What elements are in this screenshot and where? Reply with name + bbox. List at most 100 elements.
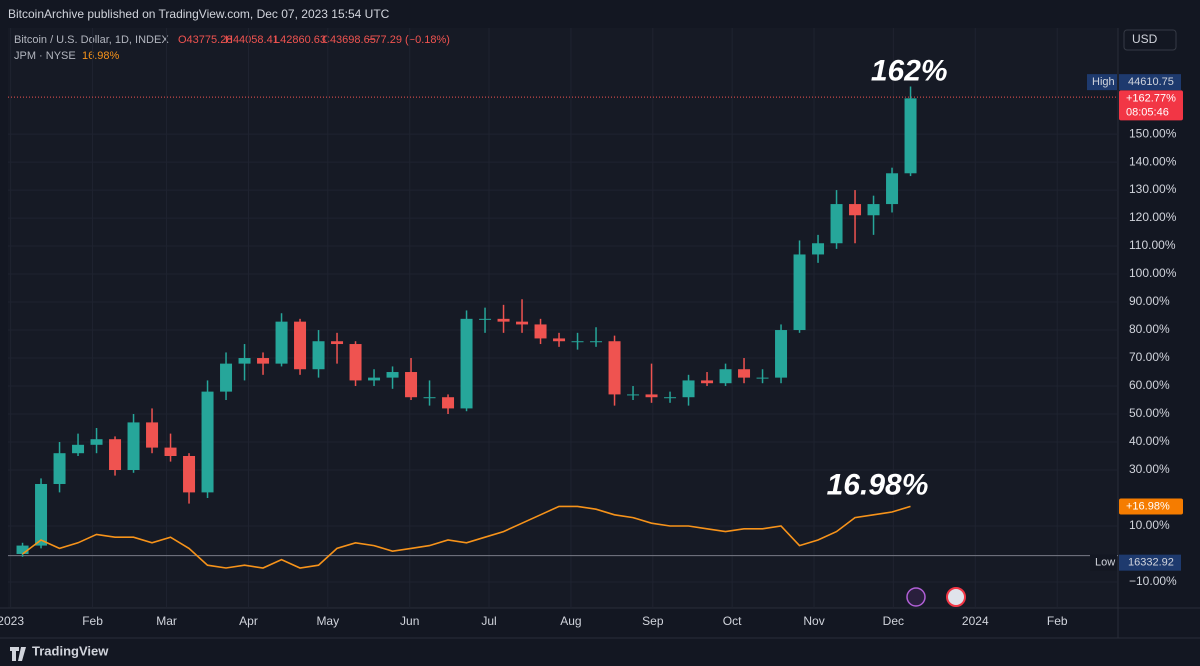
y-tick-label: 60.00% [1129,378,1170,392]
legend-name: Bitcoin / U.S. Dollar, 1D, INDEX [14,34,169,46]
candle-body [553,338,566,342]
candle-body [867,204,880,216]
candle-body [645,394,658,398]
x-tick-label: Aug [560,614,581,628]
legend-name: JPM · NYSE [14,50,76,62]
high-label: High [1092,76,1115,88]
ohlc-label: H44058.41 [225,34,279,46]
y-tick-label: 10.00% [1129,518,1170,532]
last-price-box [1119,498,1183,515]
candle-body [534,324,547,339]
candle-body [775,330,788,378]
candle-body [238,358,251,364]
high-label-box [1087,74,1117,91]
x-tick-label: Sep [642,614,664,628]
x-tick-label: Dec [883,614,904,628]
candle-body [35,483,48,546]
candle-body [386,372,399,378]
countdown: 08:05:46 [1126,106,1169,118]
y-tick-label: 140.00% [1129,154,1177,168]
candle-body [608,341,621,395]
low-label: Low [1095,557,1115,569]
y-tick-label: 130.00% [1129,182,1177,196]
legend: Bitcoin / U.S. Dollar, 1D, INDEX O43775.2… [14,34,450,62]
candle-body [886,173,899,205]
y-tick-label: 100.00% [1129,266,1177,280]
y-tick-label: −10.00% [1129,574,1177,588]
x-tick-label: Feb [1047,614,1068,628]
candle-body [516,321,529,325]
candle-body [793,254,806,331]
candle-body [497,318,510,322]
candle-body [701,380,714,384]
candle-body [738,369,751,378]
candle-body [423,397,436,399]
candle-body [312,341,325,370]
candle-body [109,439,122,470]
candle-body [460,318,473,409]
candle-body [220,363,233,392]
legend-value: 16.98% [82,50,120,62]
candle-body [146,422,159,448]
candle-body [257,358,270,364]
annotation: 162% [871,54,948,87]
candle-body [90,439,103,445]
candle-body [442,397,455,409]
low-price: 16332.92 [1128,557,1174,569]
candle-body [201,391,214,493]
y-tick-label: 120.00% [1129,210,1177,224]
x-tick-label: Nov [803,614,824,628]
plot-area [8,28,1118,608]
currency-box [1123,29,1177,51]
last-price-label: +162.77% [1126,92,1176,104]
header: BitcoinArchive published on TradingView.… [8,7,390,21]
x-tick-label: 2024 [962,614,989,628]
low-label-box [1090,554,1117,571]
currency: USD [1132,32,1158,46]
candle-body [127,422,140,470]
y-tick-label: 80.00% [1129,322,1170,336]
x-tick-label: Apr [239,614,258,628]
ohlc-label: C43698.65 [322,34,376,46]
x-tick-label: Jul [481,614,496,628]
candle-body [349,344,362,381]
y-tick-label: 50.00% [1129,406,1170,420]
y-tick-label: 110.00% [1129,238,1176,252]
candle-body [164,447,177,457]
low-price-box [1119,554,1181,571]
candle-body [368,377,381,381]
x-tick-label: Feb [82,614,103,628]
candle-body [331,341,344,345]
candle-body [627,394,640,396]
y-tick-label: 90.00% [1129,294,1170,308]
logo [10,647,26,661]
candle-body [849,204,862,216]
candle-body [682,380,695,398]
candle-body [16,545,29,554]
candle-body [479,318,492,320]
x-tick-label: Jun [400,614,419,628]
candle-body [275,321,288,364]
x-tick-label: Mar [156,614,177,628]
candle-body [53,453,66,484]
candle-body [756,377,769,379]
annotation: 16.98% [827,469,929,502]
candle-body [719,369,732,384]
candle-body [812,243,825,255]
x-tick-label: May [316,614,339,628]
y-tick-label: 70.00% [1129,350,1170,364]
x-tick-label: 2023 [0,614,24,628]
last-price-label: +16.98% [1126,500,1170,512]
event-icon [946,587,966,607]
candle-body [72,444,85,454]
event-icon [906,587,926,607]
footer: TradingView [32,643,109,658]
candle-body [294,321,307,370]
high-price-box [1119,74,1181,91]
ohlc-label: O43775.28 [178,34,232,46]
candle-body [571,341,584,343]
x-tick-label: Oct [723,614,742,628]
candle-body [183,456,196,493]
candle-body [830,204,843,244]
